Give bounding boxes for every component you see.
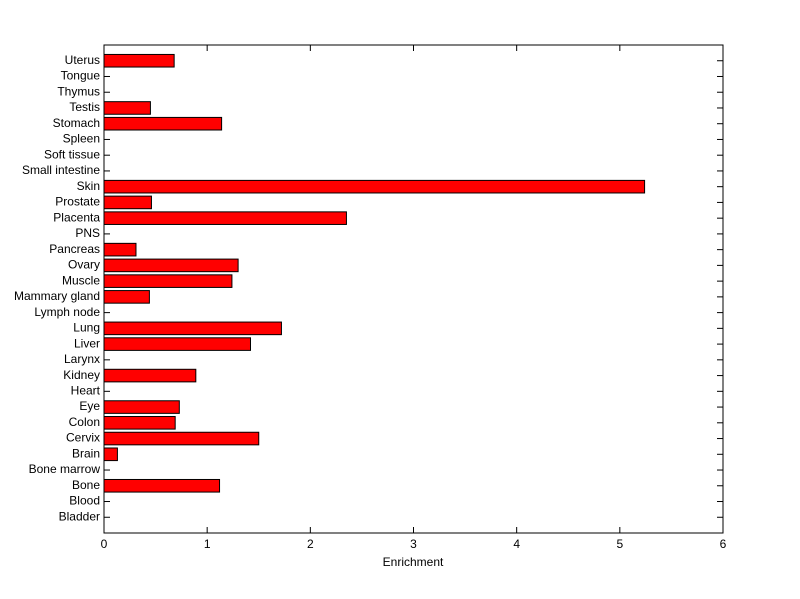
bar — [103, 195, 152, 210]
y-tick-label: PNS — [75, 226, 100, 240]
bar — [103, 416, 176, 430]
y-tick-label: Tongue — [61, 69, 101, 83]
x-tick-label: 5 — [616, 537, 623, 551]
y-tick-label: Placenta — [53, 210, 100, 224]
y-tick-label: Mammary gland — [14, 289, 100, 303]
y-tick-label: Eye — [79, 399, 100, 413]
y-tick-label: Thymus — [57, 84, 100, 98]
x-tick-label: 3 — [410, 537, 417, 551]
bar — [103, 53, 175, 68]
bar — [103, 258, 239, 273]
bar — [103, 116, 223, 131]
bar — [103, 337, 251, 351]
y-tick-label: Ovary — [68, 258, 100, 272]
y-tick-label: Stomach — [53, 116, 100, 130]
y-tick-label: Pancreas — [49, 242, 100, 256]
y-tick-label: Cervix — [66, 431, 100, 445]
y-tick-label: Testis — [69, 100, 100, 114]
bar — [103, 290, 150, 304]
bar — [103, 447, 118, 462]
x-tick-label: 2 — [307, 537, 314, 551]
bar — [103, 101, 151, 115]
y-tick-label: Blood — [69, 494, 100, 508]
y-tick-label: Uterus — [65, 53, 100, 67]
y-tick-label: Bone — [72, 478, 100, 492]
bar — [103, 368, 197, 383]
x-tick-label: 1 — [204, 537, 211, 551]
bar — [103, 274, 233, 288]
y-tick-label: Lymph node — [34, 305, 100, 319]
y-tick-label: Spleen — [63, 132, 100, 146]
bar — [103, 179, 646, 194]
bar — [103, 242, 137, 257]
y-tick-label: Kidney — [63, 368, 100, 382]
y-tick-label: Heart — [71, 383, 101, 397]
y-tick-label: Bone marrow — [29, 462, 101, 476]
y-tick-label: Soft tissue — [44, 147, 100, 161]
y-tick-label: Skin — [77, 179, 100, 193]
y-tick-label: Prostate — [55, 195, 100, 209]
y-tick-label: Colon — [69, 415, 100, 429]
y-tick-label: Muscle — [62, 273, 100, 287]
y-tick-label: Lung — [73, 321, 100, 335]
x-tick-label: 0 — [101, 537, 108, 551]
bar — [103, 431, 260, 446]
bar — [103, 400, 180, 414]
x-tick-label: 4 — [513, 537, 520, 551]
y-tick-label: Larynx — [64, 352, 100, 366]
y-tick-label: Brain — [72, 446, 100, 460]
x-axis-label: Enrichment — [383, 555, 444, 569]
y-tick-label: Bladder — [59, 509, 100, 523]
bar — [103, 478, 221, 493]
x-tick-label: 6 — [720, 537, 727, 551]
y-tick-label: Small intestine — [22, 163, 100, 177]
y-tick-label: Liver — [74, 336, 100, 350]
bar — [103, 211, 347, 225]
bar — [103, 321, 282, 336]
